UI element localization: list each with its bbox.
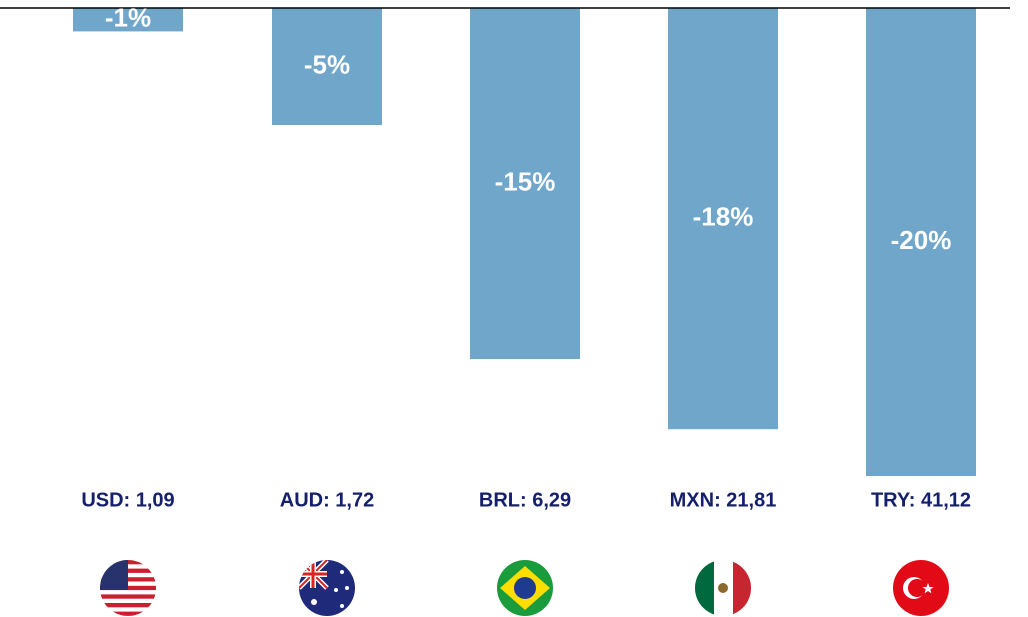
flag-br <box>497 560 553 616</box>
category-label: TRY: 41,12 <box>871 489 971 511</box>
value-label: -20% <box>891 225 952 255</box>
flag-au <box>299 560 355 616</box>
value-label: -15% <box>495 166 556 196</box>
category-label: BRL: 6,29 <box>479 489 571 511</box>
value-label: -1% <box>105 3 151 33</box>
bar <box>668 8 778 430</box>
value-label: -18% <box>693 201 754 231</box>
flag-tr <box>893 560 949 616</box>
bar <box>470 8 580 359</box>
bar <box>73 8 183 32</box>
category-label: MXN: 21,81 <box>670 489 777 511</box>
bars <box>73 8 976 476</box>
flag-mx <box>695 560 751 616</box>
flag-us <box>100 560 156 616</box>
bar <box>272 8 382 125</box>
bar <box>866 8 976 476</box>
value-label: -5% <box>304 49 350 79</box>
category-label: AUD: 1,72 <box>280 489 374 511</box>
category-label: USD: 1,09 <box>81 489 174 511</box>
